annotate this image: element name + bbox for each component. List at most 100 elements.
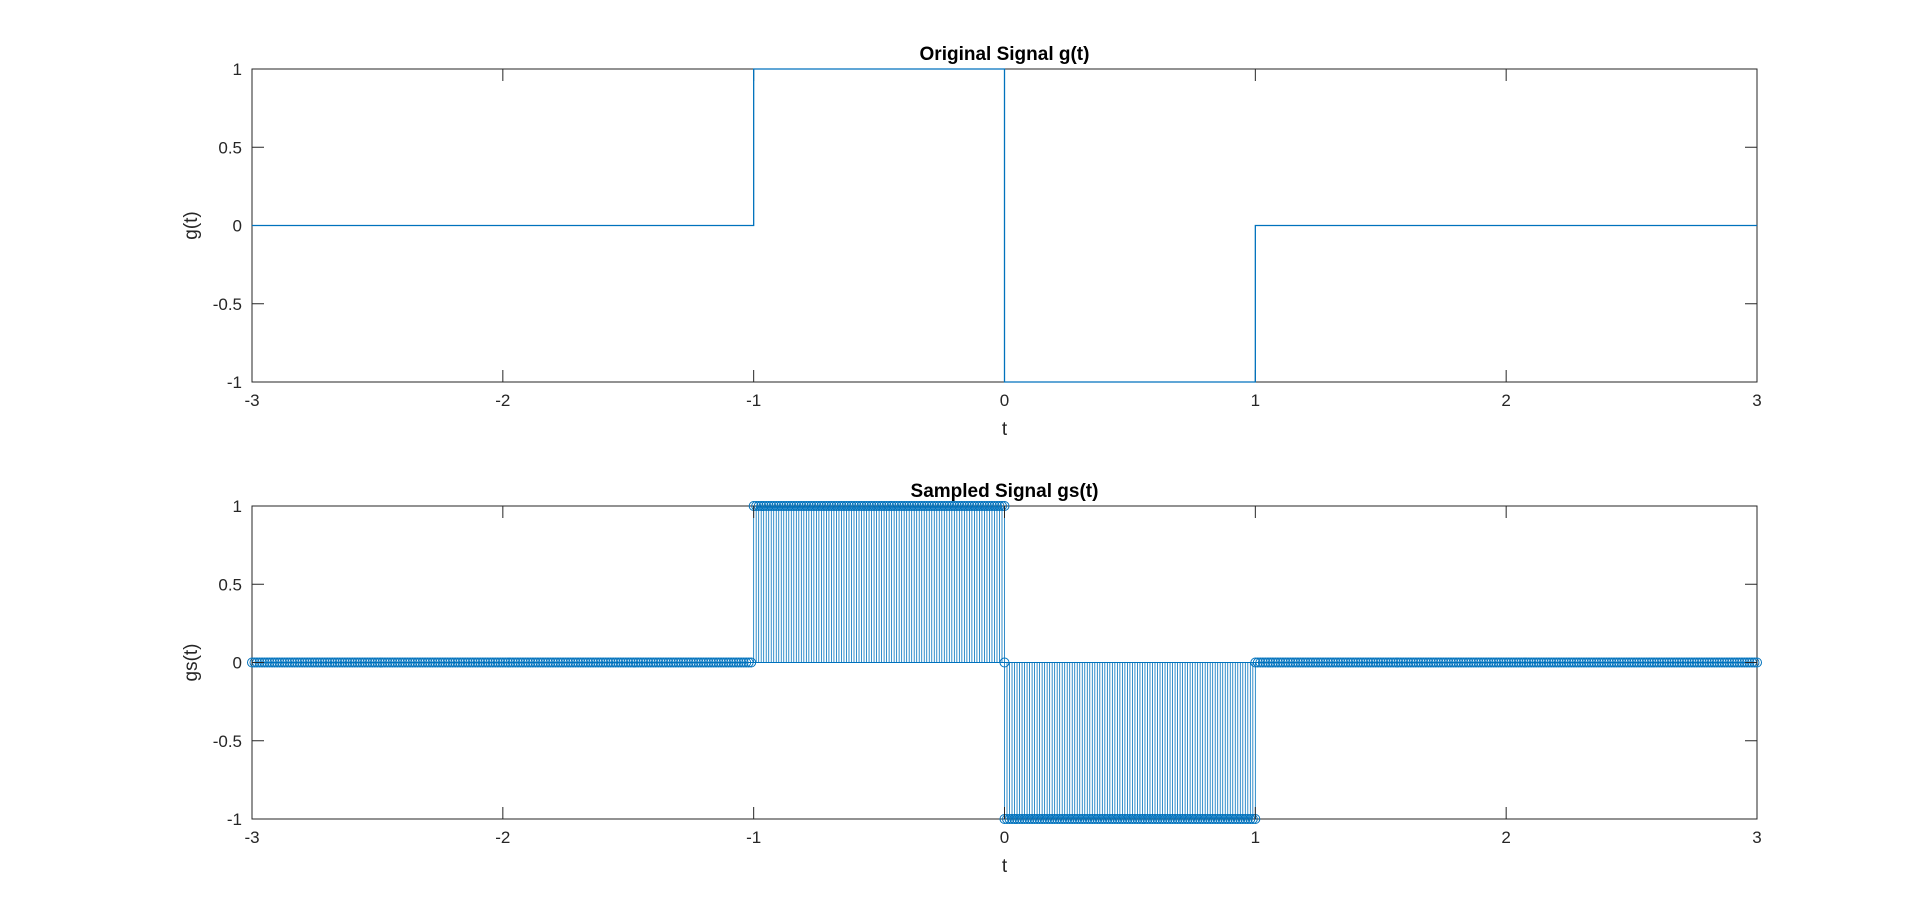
stem-marker [525,657,536,668]
stem-marker [1669,657,1680,668]
stem-marker [427,657,438,668]
stem-marker [1002,814,1013,824]
stem-marker [1619,657,1630,668]
stem-marker [1112,814,1123,824]
stem-marker [1390,657,1401,668]
stem-marker [911,501,922,511]
signal-line [252,68,1757,383]
stem-marker [337,657,348,668]
stem-marker [1571,657,1582,668]
stem-marker [728,657,739,668]
stem-marker [452,657,463,668]
stem-marker [317,657,328,668]
stem-marker [387,657,398,668]
stem-marker [502,657,513,668]
stem-marker [1170,814,1181,824]
stem-marker [680,657,691,668]
stem-marker [746,657,757,668]
stem-marker [1297,657,1308,668]
stem-marker [934,501,945,511]
stem-marker [1109,814,1120,824]
stem-marker [838,501,849,511]
stem-marker [1155,814,1166,824]
stem-marker [1649,657,1660,668]
stem-marker [1272,657,1283,668]
stem-marker [1177,814,1188,824]
stem-marker [1445,657,1456,668]
y-tick-label: 1 [233,60,242,79]
stem-marker [1069,814,1080,824]
stem-marker [585,657,596,668]
stem-marker [1709,657,1720,668]
stem-marker [1235,814,1246,824]
stem-marker [1601,657,1612,668]
stem-marker [1165,814,1176,824]
stem-marker [766,501,777,511]
stem-marker [1551,657,1562,668]
stem-marker [1102,814,1113,824]
stem-marker [1232,814,1243,824]
stem-marker [786,501,797,511]
stem-marker [472,657,483,668]
stem-marker [344,657,355,668]
stem-marker [1448,657,1459,668]
stem-marker [1227,814,1238,824]
stem-marker [460,657,471,668]
stem-marker [896,501,907,511]
stem-marker [618,657,629,668]
stem-marker [420,657,431,668]
stem-marker [668,657,679,668]
stem-marker [635,657,646,668]
stem-marker [706,657,717,668]
stem-marker [638,657,649,668]
stem-marker [954,501,965,511]
stem-marker [793,501,804,511]
stem-marker [1721,657,1732,668]
sampled-signal-plot: -3 -2 -1 0 1 2 3 -1 -0.5 0 0.5 1 Sampled Signal gs(… [181,481,1762,877]
stem-marker [590,657,601,668]
stem-marker [718,657,729,668]
stem-marker [342,657,353,668]
stem-marker [1333,657,1344,668]
stem-marker [1621,657,1632,668]
stem-marker [1423,657,1434,668]
stem-marker [738,657,749,668]
y-tick-label: -0.5 [213,295,242,314]
stem-marker [573,657,584,668]
stem-marker [1303,657,1314,668]
stem-marker [1052,814,1063,824]
stem-marker [297,657,308,668]
stem-marker [613,657,624,668]
stem-marker [821,501,832,511]
y-tick-label: -1 [227,810,242,829]
stem-marker [1134,814,1145,824]
stem-marker [485,657,496,668]
stem-marker [1528,657,1539,668]
stem-marker [477,657,488,668]
stem-marker [565,657,576,668]
stem-marker [1629,657,1640,668]
stem-marker [1255,657,1266,668]
stem-marker [1348,657,1359,668]
stem-marker [881,501,892,511]
stem-marker [1074,814,1085,824]
stem-marker [773,501,784,511]
stem-marker [1205,814,1216,824]
stem-marker [1032,814,1043,824]
stem-marker [1287,657,1298,668]
stem-marker [1466,657,1477,668]
stem-marker [716,657,727,668]
stem-marker [608,657,619,668]
x-tick-label: 2 [1501,828,1510,847]
stem-marker [1340,657,1351,668]
stem-marker [1343,657,1354,668]
stem-marker [1604,657,1615,668]
stem-marker [1099,814,1110,824]
stem-marker [889,501,900,511]
stem-marker [1247,814,1258,824]
stem-marker [1067,814,1078,824]
stem-marker [1022,814,1033,824]
stem-marker [1644,657,1655,668]
stem-marker [568,657,579,668]
stem-marker [768,501,779,511]
